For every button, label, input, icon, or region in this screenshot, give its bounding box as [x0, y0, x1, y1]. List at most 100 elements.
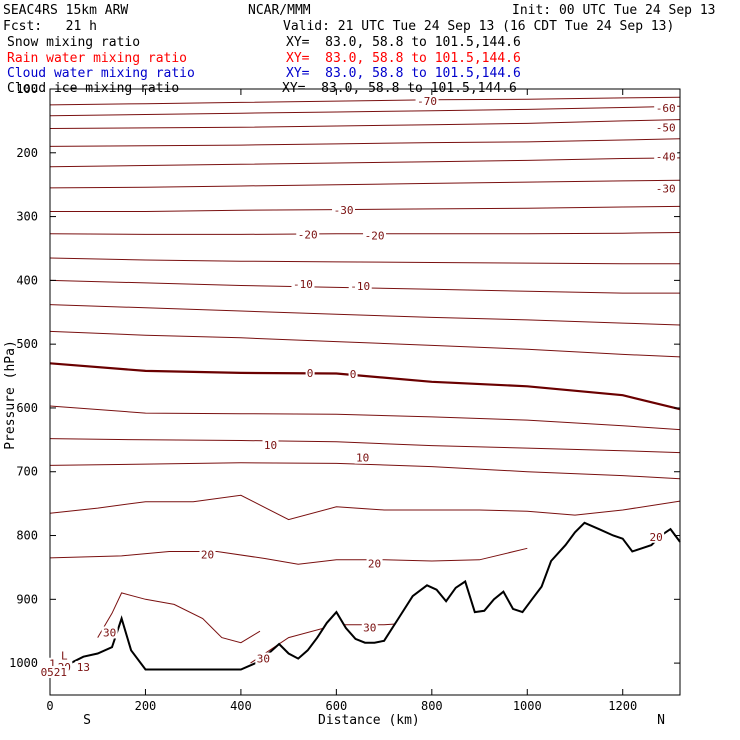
terrain-line	[49, 521, 681, 671]
plot-frame	[49, 88, 681, 696]
y-tick-label: 400	[16, 273, 38, 287]
field-rain-name: Rain water mixing ratio	[7, 51, 188, 66]
field-rain-xy: XY= 83.0, 58.8 to 101.5,144.6	[286, 51, 521, 66]
contour-label-bg	[654, 102, 678, 115]
contour-label-bg	[47, 657, 57, 670]
contour-label: -10	[350, 280, 370, 293]
contour-label: -20	[298, 228, 318, 241]
y-tick-label: 700	[16, 465, 38, 479]
y-tick-label: 900	[16, 592, 38, 606]
contour-label: L	[61, 649, 68, 662]
axes: 0 200 400 600 800 1000 12002003004005006007008…	[9, 82, 680, 713]
temperature-contour	[49, 330, 681, 358]
contour-label: -50	[656, 121, 676, 134]
temperature-contour	[49, 105, 681, 117]
contour-label-bg	[291, 278, 315, 291]
temperature-contour	[49, 96, 681, 106]
field-snow-xy: XY= 83.0, 58.8 to 101.5,144.6	[286, 35, 521, 50]
contour-label-bg	[38, 666, 69, 679]
contour-label: 30	[363, 621, 376, 634]
temperature-contour	[49, 547, 528, 565]
model-name: SEAC4RS 15km ARW	[3, 3, 129, 18]
temperature-contour	[49, 438, 681, 454]
contour-label: 20	[650, 531, 663, 544]
contour-label-bg	[348, 368, 358, 381]
y-axis-title: Pressure (hPa)	[3, 340, 18, 450]
contour-label: 0	[307, 367, 314, 380]
temperature-contour	[49, 405, 681, 431]
valid-time: Valid: 21 UTC Tue 24 Sep 13 (16 CDT Tue …	[283, 19, 675, 34]
temperature-contour	[49, 279, 680, 294]
temperature-contour	[49, 119, 681, 129]
terrain-fill	[50, 522, 680, 695]
contour-label: 20	[368, 558, 381, 571]
x-axis-title: Distance (km)	[318, 713, 420, 728]
contour-label: -30	[334, 204, 354, 217]
temperature-contour	[50, 205, 681, 212]
contour-label-bg	[366, 557, 383, 570]
field-snow-name: Snow mixing ratio	[7, 35, 141, 50]
x-tick-label: 1000	[513, 699, 542, 713]
contour-label: -30	[656, 183, 676, 196]
temperature-contour	[97, 592, 261, 644]
contour-label-bg	[332, 204, 356, 217]
y-tick-label: 300	[16, 210, 38, 224]
freezing-level-contour	[49, 362, 681, 411]
y-tick-label: 800	[16, 529, 38, 543]
temperature-contour	[49, 138, 681, 147]
contour-label: -40	[656, 151, 676, 164]
contour-label: 30	[103, 626, 116, 639]
contour-label-bg	[75, 660, 92, 673]
contour-label-bg	[305, 366, 315, 379]
y-tick-label-top: 100	[16, 82, 38, 96]
contour-label-bg	[415, 95, 439, 108]
contour-label-bg	[654, 182, 678, 195]
y-tick-label: 500	[16, 337, 38, 351]
x-tick-label: 400	[230, 699, 252, 713]
terrain	[49, 521, 681, 695]
x-tick-label: 800	[421, 699, 443, 713]
contour-label-bg	[262, 438, 279, 451]
x-tick-label: 0	[46, 699, 53, 713]
contour-labels: -70 -60 -50 -40 -30 -30 -20 -20 -10 -10 0 0 10 10 20 20…	[38, 95, 678, 679]
temperature-contour	[49, 257, 680, 265]
start-label: S	[83, 713, 91, 728]
y-tick-label: 1000	[9, 656, 38, 670]
contour-label: -10	[293, 278, 313, 291]
temperature-contour	[49, 462, 681, 480]
temperature-contour	[49, 157, 681, 168]
field-cloudwater-name: Cloud water mixing ratio	[7, 66, 195, 81]
contour-label-bg	[59, 649, 69, 662]
contour-label: -70	[417, 95, 437, 108]
contour-label-bg	[654, 121, 678, 134]
x-tick-label: 600	[326, 699, 348, 713]
x-tick-label: 1200	[608, 699, 637, 713]
contour-label-bg	[255, 652, 272, 665]
contour-label: 0521	[41, 666, 68, 679]
organization: NCAR/MMM	[248, 3, 311, 18]
contour-label: 1	[49, 658, 56, 671]
contour-label-bg	[199, 548, 216, 561]
contour-label-bg	[354, 451, 371, 464]
contour-label: 10	[264, 439, 277, 452]
contour-label-bg	[101, 626, 118, 639]
contour-label: 20	[201, 549, 214, 562]
contour-label: 30	[257, 653, 270, 666]
contour-label: 13	[77, 661, 90, 674]
temperature-contour	[49, 494, 681, 521]
temperature-contour	[49, 179, 681, 189]
contour-label-bg	[348, 280, 372, 293]
contour-label: 0	[350, 368, 357, 381]
contour-label-bg	[296, 228, 320, 241]
contour-label: -60	[656, 102, 676, 115]
contour-label-bg	[361, 621, 378, 634]
contour-label-bg	[654, 150, 678, 163]
y-tick-label: 600	[16, 401, 38, 415]
y-tick-label: 200	[16, 146, 38, 160]
forecast-hour: Fcst: 21 h	[3, 19, 97, 34]
x-tick-label: 200	[135, 699, 157, 713]
contour-label: 10	[356, 452, 369, 465]
contour-label-bg	[363, 229, 387, 242]
init-time: Init: 00 UTC Tue 24 Sep 13	[512, 3, 716, 18]
